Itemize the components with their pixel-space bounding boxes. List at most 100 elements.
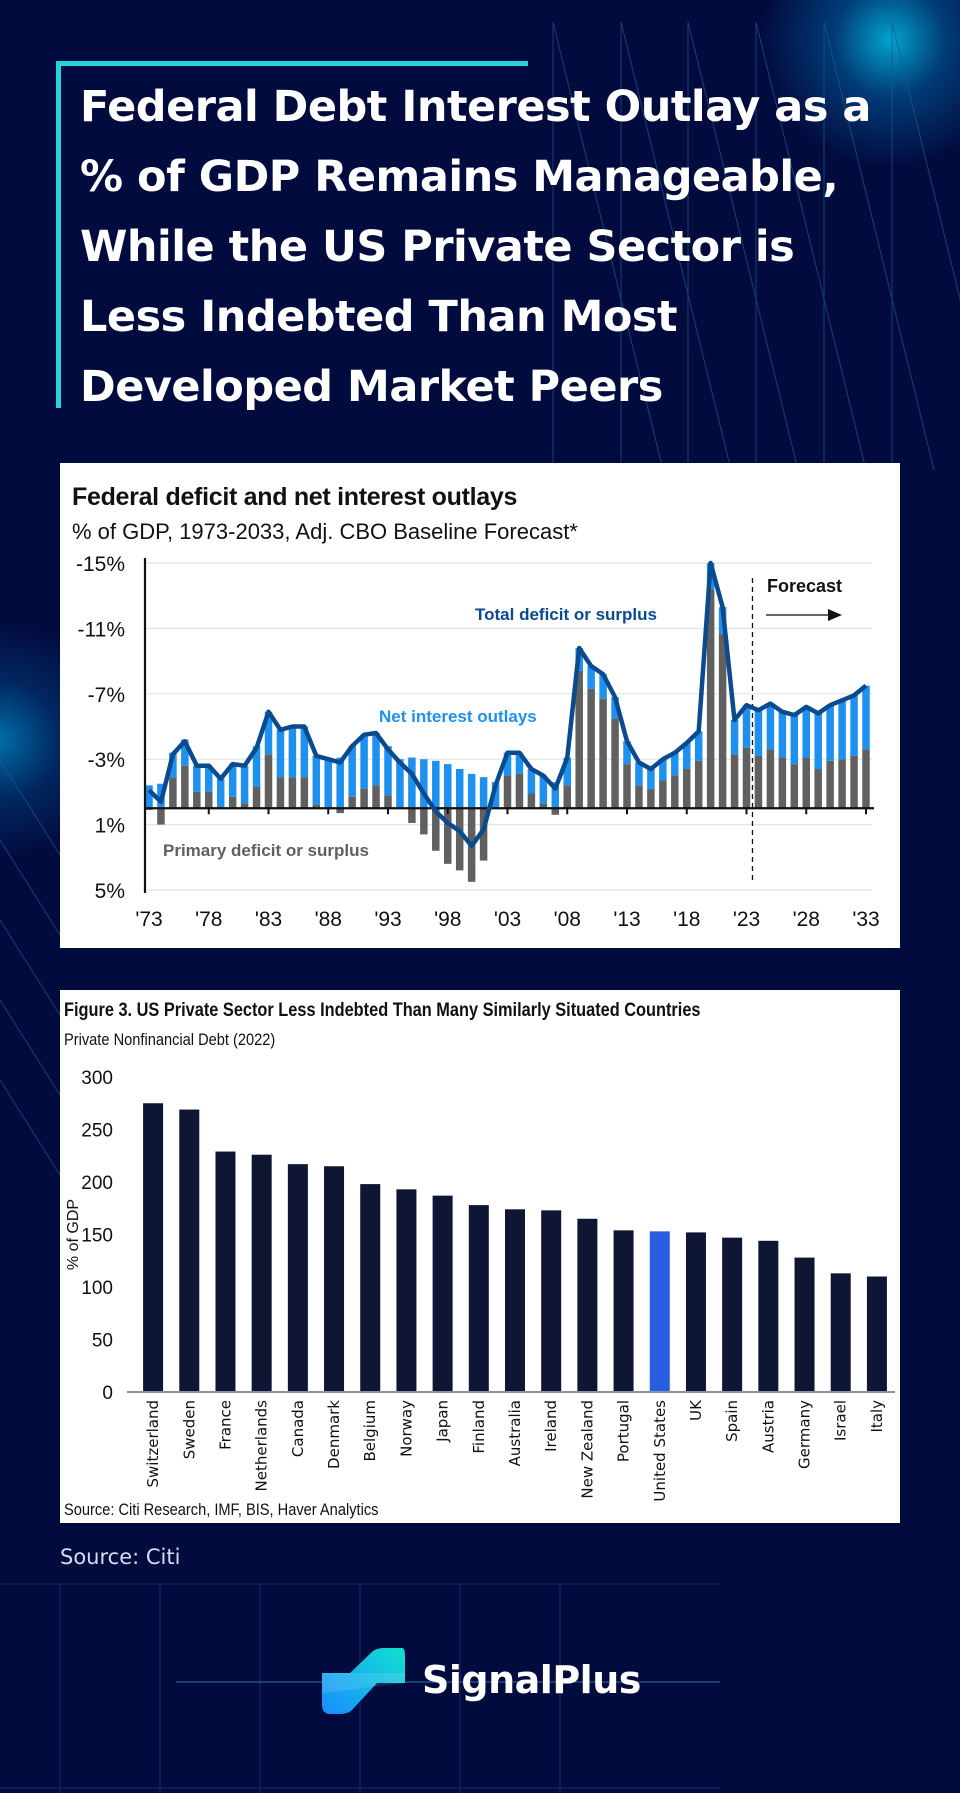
x-tick-label: '28 xyxy=(793,908,820,931)
y-tick-label: 50 xyxy=(92,1331,113,1352)
country-bar xyxy=(541,1210,562,1392)
primary-deficit-bar xyxy=(862,749,870,809)
y-tick-label: 0 xyxy=(102,1383,113,1404)
primary-deficit-bar xyxy=(348,796,356,809)
net-interest-bar xyxy=(659,759,667,781)
net-interest-bar xyxy=(455,769,464,809)
primary-deficit-bar xyxy=(228,796,237,809)
net-interest-bar xyxy=(384,746,392,796)
primary-deficit-bar xyxy=(527,793,536,809)
x-tick-label: Netherlands xyxy=(253,1400,271,1492)
x-tick-label: '93 xyxy=(374,908,401,931)
x-tick-label: '03 xyxy=(494,908,521,931)
primary-deficit-bar xyxy=(300,777,309,809)
x-tick-label: '23 xyxy=(733,908,760,931)
primary-deficit-bar xyxy=(599,698,607,809)
country-bar xyxy=(215,1151,236,1392)
primary-deficit-bar xyxy=(384,795,392,809)
brand-logo: SignalPlus xyxy=(322,1648,662,1718)
primary-deficit-bar xyxy=(455,808,464,871)
net-interest-bar xyxy=(503,752,512,776)
x-tick-label: Japan xyxy=(434,1400,452,1443)
brand-name: SignalPlus xyxy=(422,1658,641,1702)
y-tick-label: 100 xyxy=(81,1278,113,1299)
primary-deficit-bar xyxy=(778,757,787,809)
x-tick-label: Belgium xyxy=(361,1400,379,1462)
primary-deficit-bar xyxy=(802,757,810,809)
primary-deficit-bar xyxy=(706,589,715,809)
net-interest-bar xyxy=(372,733,380,786)
annotation-primary-deficit: Primary deficit or surplus xyxy=(163,841,369,860)
primary-deficit-bar xyxy=(169,777,177,809)
net-interest-bar xyxy=(539,775,548,804)
net-interest-bar xyxy=(611,697,619,719)
bg-diagonal-line xyxy=(0,759,61,856)
y-tick-label: 300 xyxy=(81,1068,113,1089)
primary-deficit-bar xyxy=(694,760,703,809)
net-interest-bar xyxy=(694,731,703,761)
primary-deficit-bar xyxy=(193,791,201,809)
highlighted-bar xyxy=(649,1231,670,1392)
primary-deficit-bar xyxy=(683,769,691,809)
x-tick-label: Denmark xyxy=(325,1400,343,1469)
net-interest-bar xyxy=(300,726,309,778)
y-tick-label: -11% xyxy=(78,618,125,641)
y-tick-label: 1% xyxy=(95,815,125,838)
country-bar xyxy=(722,1237,743,1392)
x-tick-label: France xyxy=(216,1400,234,1450)
primary-deficit-bar xyxy=(372,785,380,809)
primary-deficit-bar xyxy=(718,633,727,809)
y-tick-label: -15% xyxy=(76,553,125,576)
net-interest-bar xyxy=(623,741,631,765)
x-tick-label: '78 xyxy=(195,908,222,931)
bg-diagonal-line xyxy=(687,21,799,471)
country-bar xyxy=(432,1195,453,1392)
primary-deficit-bar xyxy=(312,804,321,809)
country-bar xyxy=(577,1218,598,1392)
x-tick-label: '08 xyxy=(554,908,581,931)
x-tick-label: '13 xyxy=(613,908,640,931)
deficit-chart: -15% -11% -7% -3% 1% 5% '73 '78 '83 '88 '93 '98 '03 '… xyxy=(76,553,880,931)
x-tick-label: '98 xyxy=(434,908,461,931)
x-tick-label: United States xyxy=(651,1400,669,1502)
primary-deficit-bar xyxy=(766,749,775,809)
primary-deficit-bar xyxy=(444,808,452,864)
x-tick-label: Australia xyxy=(506,1400,524,1466)
y-tick-label: 150 xyxy=(81,1226,113,1247)
net-interest-bar xyxy=(527,769,536,794)
country-bar xyxy=(758,1240,779,1392)
chart-title: Figure 3. US Private Sector Less Indebte… xyxy=(64,1000,701,1021)
net-interest-bar xyxy=(205,765,213,792)
primary-deficit-bar xyxy=(826,760,834,809)
y-axis-label: % of GDP xyxy=(65,1199,82,1270)
primary-deficit-bar xyxy=(838,759,846,809)
country-bar xyxy=(179,1109,200,1392)
x-tick-label: '88 xyxy=(315,908,342,931)
chart-source: Source: Citi Research, IMF, BIS, Haver A… xyxy=(64,1500,379,1519)
net-interest-bar xyxy=(467,773,476,809)
bg-diagonal-line xyxy=(552,21,664,471)
net-interest-bar xyxy=(276,729,285,778)
country-bar xyxy=(287,1164,308,1392)
primary-deficit-bar xyxy=(611,718,619,809)
primary-deficit-bar xyxy=(635,785,643,809)
x-tick-label: Israel xyxy=(832,1400,850,1441)
net-interest-bar xyxy=(491,782,500,809)
primary-deficit-bar xyxy=(479,808,488,861)
country-bar xyxy=(866,1276,887,1392)
net-interest-bar xyxy=(145,785,153,809)
country-bar xyxy=(468,1205,489,1392)
net-interest-bar xyxy=(181,739,189,766)
bg-diagonal-line xyxy=(823,21,935,471)
total-deficit-line xyxy=(147,560,868,849)
net-interest-bar xyxy=(479,777,488,809)
net-interest-bar xyxy=(360,734,368,789)
net-interest-bar xyxy=(288,726,297,778)
primary-deficit-bar xyxy=(539,803,548,809)
headline: Federal Debt Interest Outlay as a % of G… xyxy=(80,82,871,412)
primary-deficit-bar xyxy=(288,777,297,809)
bg-diagonal-line xyxy=(755,21,867,471)
x-tick-label: '18 xyxy=(673,908,700,931)
annotation-net-interest: Net interest outlays xyxy=(379,707,537,726)
